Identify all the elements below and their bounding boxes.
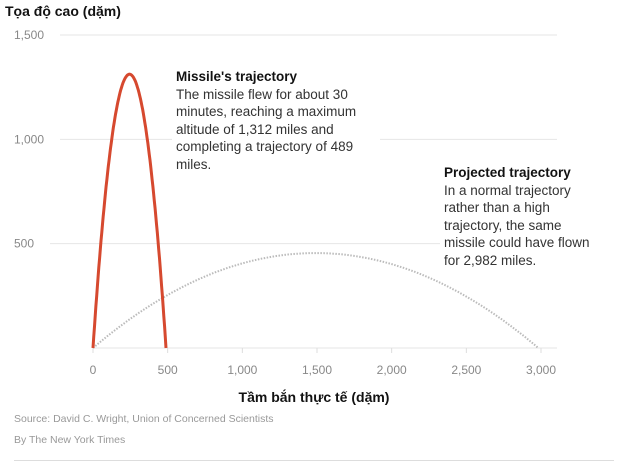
- x-tick-label: 2,000: [377, 363, 407, 377]
- x-tick-label: 0: [90, 363, 97, 377]
- projected-annotation-text: In a normal trajectory rather than a hig…: [444, 182, 590, 268]
- missile-trajectory-line: [91, 72, 168, 349]
- credit-note: By The New York Times: [14, 434, 126, 446]
- x-tick-label: 2,500: [451, 363, 481, 377]
- x-tick-label: 1,500: [302, 363, 332, 377]
- y-tick-label: 1,000: [14, 132, 44, 146]
- x-tick-label: 3,000: [526, 363, 556, 377]
- projected-annotation-title: Projected trajectory: [444, 165, 571, 180]
- missile-annotation: Missile's trajectory The missile flew fo…: [172, 68, 380, 173]
- y-axis-label: Tọa độ cao (dặm): [5, 3, 121, 19]
- x-axis-label: Tầm bắn thực tế (dặm): [238, 389, 390, 405]
- projected-annotation: Projected trajectory In a normal traject…: [440, 164, 598, 269]
- x-tick-label: 1,000: [227, 363, 257, 377]
- projected-trajectory-line: [92, 252, 539, 349]
- footer-divider: [14, 460, 614, 461]
- missile-annotation-title: Missile's trajectory: [176, 69, 298, 84]
- missile-annotation-text: The missile flew for about 30 minutes, r…: [176, 86, 357, 172]
- source-note: Source: David C. Wright, Union of Concer…: [14, 413, 274, 425]
- y-tick-label: 1,500: [14, 28, 44, 42]
- y-tick-label: 500: [14, 237, 34, 251]
- x-tick-label: 500: [158, 363, 178, 377]
